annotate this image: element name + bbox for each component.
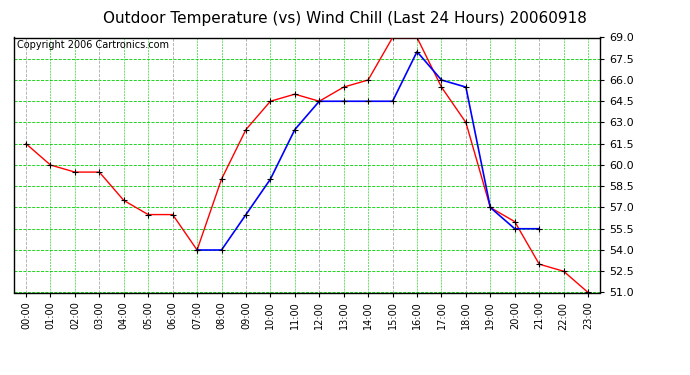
Text: Copyright 2006 Cartronics.com: Copyright 2006 Cartronics.com — [17, 40, 169, 50]
Text: Outdoor Temperature (vs) Wind Chill (Last 24 Hours) 20060918: Outdoor Temperature (vs) Wind Chill (Las… — [103, 11, 587, 26]
